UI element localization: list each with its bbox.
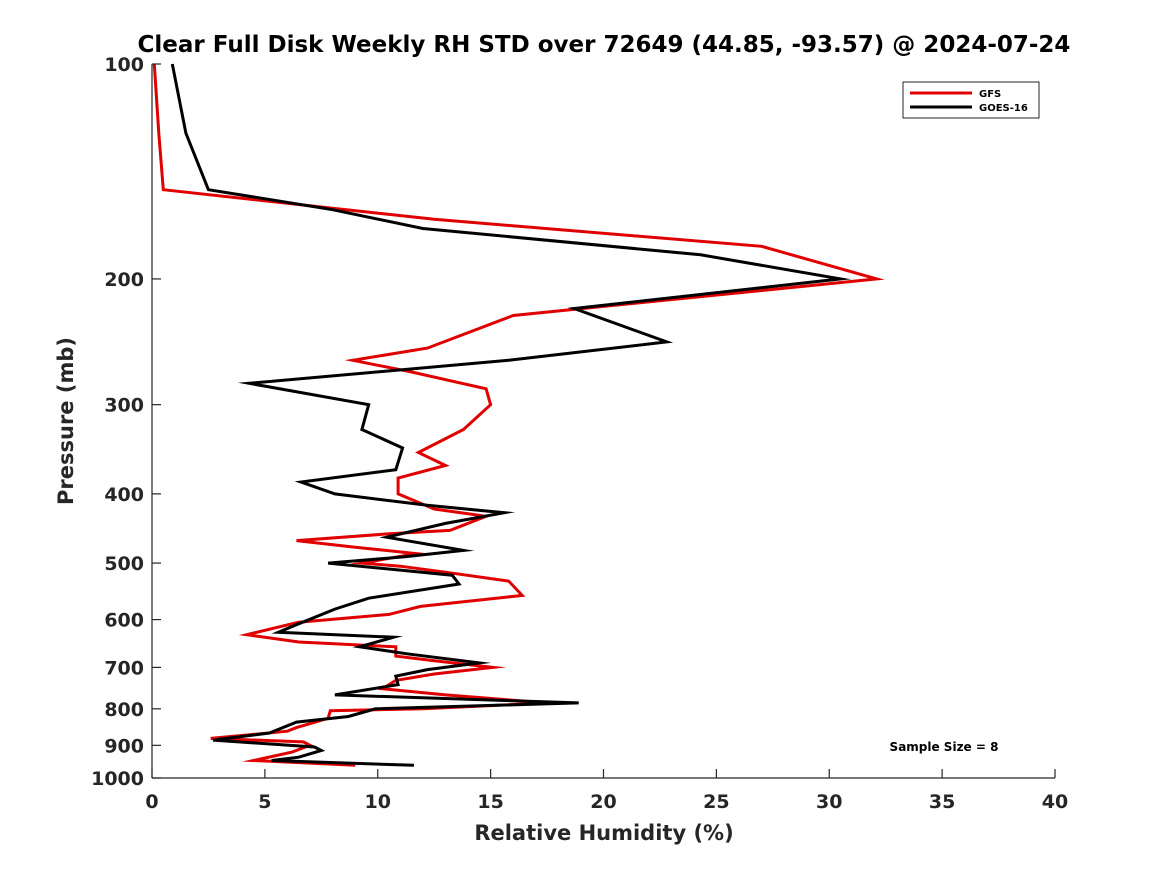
series-line-gfs [152, 63, 885, 767]
legend-label-goes-16: GOES-16 [979, 103, 1028, 114]
y-tick-label: 800 [104, 699, 144, 721]
y-tick-label: 500 [104, 553, 144, 575]
y-tick-label: 600 [104, 610, 144, 632]
y-tick-label: 300 [104, 395, 144, 417]
y-tick-label: 400 [104, 484, 144, 506]
x-tick-label: 35 [929, 791, 955, 813]
x-tick-label: 30 [816, 791, 842, 813]
x-tick-label: 15 [477, 791, 503, 813]
y-axis-ticks: 100 200 300 400 500 600 700 800 900 1000 [91, 54, 161, 790]
x-tick-label: 0 [145, 791, 158, 813]
x-tick-label: 10 [365, 791, 391, 813]
y-axis-label: Pressure (mb) [54, 337, 78, 505]
y-tick-label: 1000 [91, 768, 144, 790]
y-tick-label: 100 [104, 54, 144, 76]
x-tick-label: 25 [703, 791, 729, 813]
legend-label-gfs: GFS [979, 89, 1001, 100]
y-tick-label: 200 [104, 269, 144, 291]
legend: GFS GOES-16 [902, 81, 1040, 119]
x-tick-label: 5 [258, 791, 271, 813]
x-axis-ticks: 0 5 10 15 20 25 30 35 40 [145, 769, 1068, 813]
x-axis-label: Relative Humidity (%) [474, 821, 733, 845]
x-tick-label: 20 [590, 791, 616, 813]
plot-lines [152, 63, 885, 767]
y-tick-label: 900 [104, 735, 144, 757]
y-tick-label: 700 [104, 657, 144, 679]
sample-size-annotation: Sample Size = 8 [890, 740, 999, 754]
legend-box [902, 81, 1040, 119]
axes [151, 64, 1055, 779]
x-tick-label: 40 [1042, 791, 1068, 813]
chart-title: Clear Full Disk Weekly RH STD over 72649… [138, 32, 1071, 58]
series-line-goes-16 [170, 63, 852, 767]
